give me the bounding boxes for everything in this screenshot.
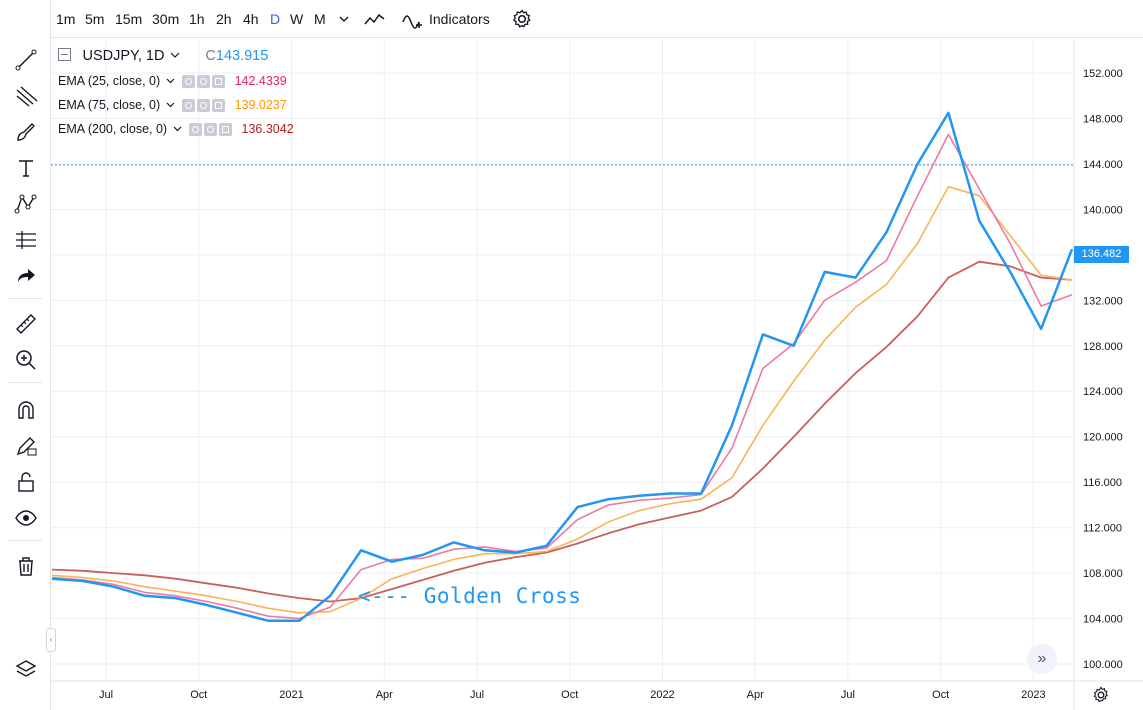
chevron-down-icon[interactable] — [166, 77, 175, 85]
text-tool-icon[interactable] — [12, 154, 40, 182]
ema-label[interactable]: EMA (200, close, 0) — [58, 122, 168, 136]
collapse-legend-icon[interactable] — [58, 48, 71, 61]
price-tick-label: 140.000 — [1083, 204, 1123, 216]
scroll-to-realtime-button[interactable]: » — [1027, 644, 1057, 674]
time-tick-label: 2023 — [1021, 689, 1045, 701]
series-line-ema25[interactable] — [51, 133, 1073, 620]
drawing-toolbar — [0, 0, 51, 710]
time-tick-label: Jul — [99, 689, 113, 701]
time-tick-label: Jul — [841, 689, 855, 701]
gear-icon[interactable] — [197, 99, 211, 113]
unlock-icon[interactable] — [12, 468, 40, 496]
ruler-icon[interactable] — [12, 310, 40, 338]
time-tick-label: Oct — [561, 689, 578, 701]
interval-5m[interactable]: 5m — [85, 11, 105, 27]
interval-m[interactable]: M — [314, 11, 326, 27]
interval-1h[interactable]: 1h — [189, 11, 205, 27]
price-tick-label: 128.000 — [1083, 341, 1123, 353]
close-icon[interactable] — [212, 75, 226, 89]
price-tick-label: 124.000 — [1083, 386, 1123, 398]
zoom-in-icon[interactable] — [12, 346, 40, 374]
chevron-down-icon[interactable] — [173, 125, 182, 133]
interval-2h[interactable]: 2h — [216, 11, 232, 27]
interval-30m[interactable]: 30m — [152, 11, 180, 27]
price-tick-label: 112.000 — [1083, 523, 1122, 535]
top-toolbar: 1m 5m 15m 30m 1h 2h 4h D W M Indicators — [0, 0, 1143, 38]
brush-icon[interactable] — [12, 118, 40, 146]
grid-lines — [51, 39, 1074, 681]
interval-1m[interactable]: 1m — [56, 11, 76, 27]
chevron-down-icon[interactable] — [166, 101, 175, 109]
close-value: 143.915 — [215, 48, 269, 64]
eye-icon[interactable] — [12, 504, 40, 532]
chevron-down-icon[interactable] — [170, 51, 180, 59]
magnet-icon[interactable] — [12, 396, 40, 424]
time-tick-label: Jul — [470, 689, 484, 701]
indicators-icon[interactable] — [401, 8, 425, 30]
ema-value: 139.0237 — [234, 98, 287, 112]
gear-icon[interactable] — [197, 75, 211, 89]
ema-label[interactable]: EMA (25, close, 0) — [58, 74, 161, 88]
interval-d[interactable]: D — [270, 11, 281, 27]
interval-15m[interactable]: 15m — [115, 11, 143, 27]
collapse-toolbar-tab[interactable]: ‹ — [46, 628, 56, 652]
legend-symbol-row: USDJPY, 1D C143.915 — [58, 48, 268, 64]
series-line-ema75[interactable] — [51, 185, 1073, 614]
price-tick-label: 152.000 — [1083, 68, 1123, 80]
time-tick-label: 2022 — [650, 689, 674, 701]
price-tick-label: 148.000 — [1083, 114, 1123, 126]
annotation-text: <--- Golden Cross — [358, 584, 582, 608]
time-tick-label: 2021 — [279, 689, 303, 701]
price-tick-label: 144.000 — [1083, 159, 1123, 171]
fib-retracement-icon[interactable] — [12, 82, 40, 110]
series-line-ema200[interactable] — [51, 260, 1073, 603]
ema-value: 136.3042 — [241, 122, 294, 136]
settings-gear-icon[interactable] — [511, 8, 533, 30]
indicators-button[interactable]: Indicators — [429, 11, 490, 27]
prediction-icon[interactable] — [12, 226, 40, 254]
eye-icon[interactable] — [189, 123, 203, 137]
price-tick-label: 116.000 — [1083, 477, 1122, 489]
layers-icon[interactable] — [12, 656, 40, 684]
time-tick-label: Apr — [747, 689, 764, 701]
eye-icon[interactable] — [182, 75, 196, 89]
time-tick-label: Oct — [932, 689, 949, 701]
lock-drawing-icon[interactable] — [12, 432, 40, 460]
price-tick-label: 120.000 — [1083, 432, 1123, 444]
trend-line-icon[interactable] — [12, 46, 40, 74]
price-tick-label: 108.000 — [1083, 568, 1123, 580]
golden-cross-annotation[interactable]: <--- Golden Cross — [358, 584, 581, 608]
legend-ema-row[interactable]: EMA (25, close, 0) 142.4339 — [58, 74, 287, 89]
forward-arrow-icon[interactable] — [12, 262, 40, 290]
price-tick-label: 100.000 — [1083, 659, 1123, 671]
legend-ema-row[interactable]: EMA (75, close, 0) 139.0237 — [58, 98, 287, 113]
ema-value: 142.4339 — [234, 74, 287, 88]
interval-w[interactable]: W — [290, 11, 304, 27]
chevron-down-icon[interactable] — [338, 13, 350, 25]
price-tick-label: 104.000 — [1083, 614, 1123, 626]
axes: 152.000148.000144.000140.000136.000132.0… — [51, 39, 1143, 710]
chart-type-icon[interactable] — [363, 9, 387, 29]
time-tick-label: Apr — [376, 689, 393, 701]
chart-settings-icon[interactable] — [1092, 686, 1110, 704]
legend-ema-row[interactable]: EMA (200, close, 0) 136.3042 — [58, 122, 294, 137]
pattern-icon[interactable] — [12, 190, 40, 218]
time-tick-label: Oct — [190, 689, 207, 701]
close-icon[interactable] — [212, 99, 226, 113]
close-prefix: C — [205, 48, 216, 64]
series-line-price[interactable] — [51, 111, 1074, 623]
close-icon[interactable] — [219, 123, 233, 137]
ema-label[interactable]: EMA (75, close, 0) — [58, 98, 161, 112]
gear-icon[interactable] — [204, 123, 218, 137]
interval-4h[interactable]: 4h — [243, 11, 259, 27]
symbol-label[interactable]: USDJPY, 1D — [82, 48, 165, 64]
current-price-badge: 136.482 — [1074, 246, 1129, 263]
price-tick-label: 132.000 — [1083, 295, 1123, 307]
series-lines — [51, 111, 1074, 623]
eye-icon[interactable] — [182, 99, 196, 113]
trash-icon[interactable] — [12, 552, 40, 580]
